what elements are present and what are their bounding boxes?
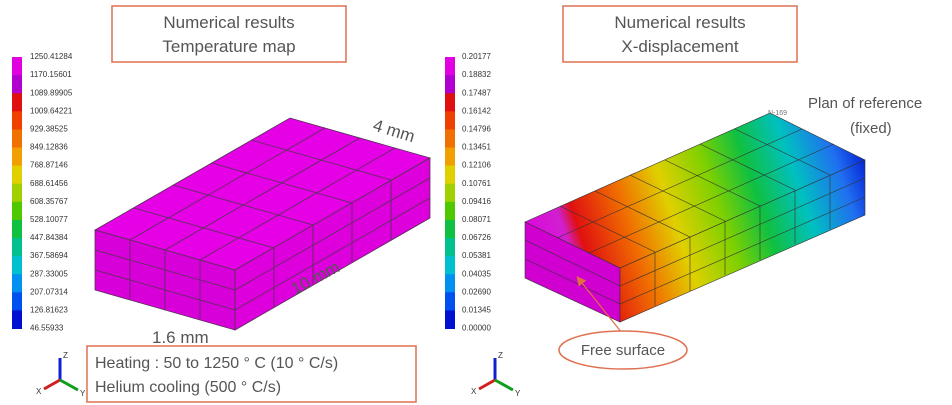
colorbar-segment: [445, 111, 455, 130]
colorbar-label: 367.58694: [30, 251, 68, 260]
annotation: Plan of reference: [808, 95, 922, 112]
note: Helium cooling (500 ° C/s): [95, 379, 281, 396]
colorbar-segment: [12, 220, 22, 239]
colorbar-segment: [12, 57, 22, 76]
colorbar-label: 0.10761: [462, 179, 491, 188]
colorbar-label: 0.17487: [462, 88, 491, 97]
axis-label: X: [471, 387, 477, 396]
colorbar-segment: [445, 310, 455, 329]
colorbar-segment: [12, 93, 22, 112]
colorbar-segment: [445, 57, 455, 76]
colorbar-label: 0.13451: [462, 143, 491, 152]
colorbar-segment: [445, 256, 455, 275]
colorbar-segment: [12, 111, 22, 130]
colorbar-label: 528.10077: [30, 215, 68, 224]
colorbar-label: 46.55933: [30, 324, 64, 333]
axis-arrow: [44, 380, 60, 389]
colorbar-label: 0.00000: [462, 324, 491, 333]
note: Heating : 50 to 1250 ° C (10 ° C/s): [95, 355, 338, 372]
title: Temperature map: [162, 37, 295, 56]
colorbar-label: 688.61456: [30, 179, 68, 188]
axis-arrow: [495, 380, 513, 390]
node-label: N-169: [768, 110, 787, 117]
axis-label: X: [36, 387, 42, 396]
temperature-block: [95, 118, 430, 330]
axis-label: Y: [515, 389, 521, 398]
colorbar-segment: [12, 256, 22, 275]
figure: Numerical results Temperature map 4 mm 1…: [0, 0, 952, 405]
colorbar-label: 929.38525: [30, 125, 68, 134]
colorbar-label: 849.12836: [30, 143, 68, 152]
colorbar-segment: [445, 166, 455, 185]
axis-label: Z: [498, 351, 503, 360]
colorbar-segment: [445, 129, 455, 148]
colorbar-segment: [445, 274, 455, 293]
colorbar-label: 447.84384: [30, 233, 68, 242]
colorbar-label: 0.01345: [462, 306, 491, 315]
colorbar-label: 0.20177: [462, 52, 491, 61]
colorbar-label: 207.07314: [30, 287, 68, 296]
colorbar-segment: [12, 202, 22, 221]
axis-arrow: [60, 380, 78, 390]
axis-label: Y: [80, 389, 86, 398]
colorbar-label: 126.81623: [30, 306, 68, 315]
colorbar-label: 287.33005: [30, 269, 68, 278]
colorbar-segment: [445, 202, 455, 221]
colorbar-label: 608.35767: [30, 197, 68, 206]
colorbar-label: 0.08071: [462, 215, 491, 224]
colorbar-label: 0.04035: [462, 269, 491, 278]
colorbar-label: 1250.41284: [30, 52, 73, 61]
colorbar-segment: [12, 274, 22, 293]
colorbar-segment: [12, 310, 22, 329]
colorbar-label: 1009.64221: [30, 106, 73, 115]
title: Numerical results: [163, 13, 294, 32]
colorbar-segment: [12, 292, 22, 311]
colorbar-label: 0.12106: [462, 161, 491, 170]
dimension-label: 4 mm: [371, 116, 417, 147]
colorbar-segment: [445, 93, 455, 112]
colorbar-segment: [12, 166, 22, 185]
colorbar-label: 0.14796: [462, 125, 491, 134]
colorbar-label: 0.05381: [462, 251, 491, 260]
axis-arrow: [479, 380, 495, 389]
colorbar-segment: [445, 292, 455, 311]
title: X-displacement: [621, 37, 738, 56]
colorbar-segment: [445, 220, 455, 239]
colorbar-label: 0.16142: [462, 106, 491, 115]
title: Numerical results: [614, 13, 745, 32]
colorbar-segment: [445, 148, 455, 167]
colorbar-label: 0.09416: [462, 197, 491, 206]
displacement-block: [525, 113, 865, 322]
colorbar-label: 0.02690: [462, 287, 491, 296]
colorbar-segment: [12, 129, 22, 148]
colorbar-label: 768.87146: [30, 161, 68, 170]
colorbar-segment: [445, 75, 455, 94]
colorbar-label: 0.18832: [462, 70, 491, 79]
colorbar-segment: [445, 238, 455, 257]
annotation: Free surface: [581, 342, 665, 359]
colorbar-label: 1170.15601: [30, 70, 72, 79]
colorbar-segment: [12, 238, 22, 257]
annotation: (fixed): [850, 120, 892, 137]
colorbar-label: 0.06726: [462, 233, 491, 242]
dimension-label: 1.6 mm: [152, 328, 209, 347]
colorbar-segment: [12, 184, 22, 203]
colorbar-segment: [12, 148, 22, 167]
colorbar-label: 1089.89905: [30, 88, 73, 97]
colorbar-segment: [12, 75, 22, 94]
axis-label: Z: [63, 351, 68, 360]
colorbar-segment: [445, 184, 455, 203]
